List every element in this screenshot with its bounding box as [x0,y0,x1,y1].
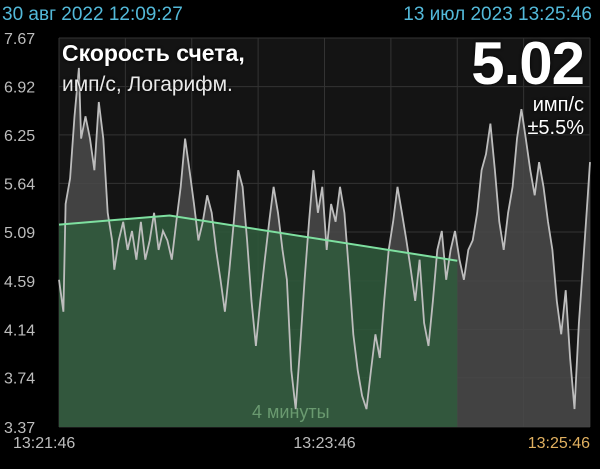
y-tick-label: 6.92 [4,80,35,97]
value-error: ±5.5% [527,117,584,139]
chart-subtitle: имп/с, Логарифм. [62,73,233,96]
x-tick-label: 13:23:46 [293,435,355,452]
header-bar: 30 авг 2022 12:09:27 13 июл 2023 13:25:4… [0,0,600,30]
y-tick-label: 6.25 [4,128,35,145]
y-tick-label: 3.74 [4,371,35,388]
current-value: 5.02 [471,30,585,97]
y-tick-label: 7.67 [4,31,35,48]
series-line [58,67,591,410]
x-tick-label: 13:21:46 [13,435,75,452]
y-tick-label: 3.37 [4,420,35,437]
y-tick-label: 5.09 [4,225,35,242]
chart-title: Скорость счета, [62,40,245,66]
y-tick-label: 4.59 [4,274,35,291]
start-datetime[interactable]: 30 авг 2022 12:09:27 [2,4,183,25]
chart-svg[interactable]: 7.676.926.255.645.094.594.143.743.3713:2… [0,30,600,464]
value-unit: имп/с [532,94,584,116]
y-tick-label: 4.14 [4,323,35,340]
duration-label: 4 минуты [252,402,330,422]
y-tick-label: 5.64 [4,176,35,193]
x-tick-label: 13:25:46 [528,435,590,452]
count-rate-chart[interactable]: 7.67 6.92 6.25 5.64 5.09 4.59 4.14 3.74 3.37 13:2… [0,30,600,464]
end-datetime[interactable]: 13 июл 2023 13:25:46 [403,4,592,25]
average-line [58,214,458,262]
